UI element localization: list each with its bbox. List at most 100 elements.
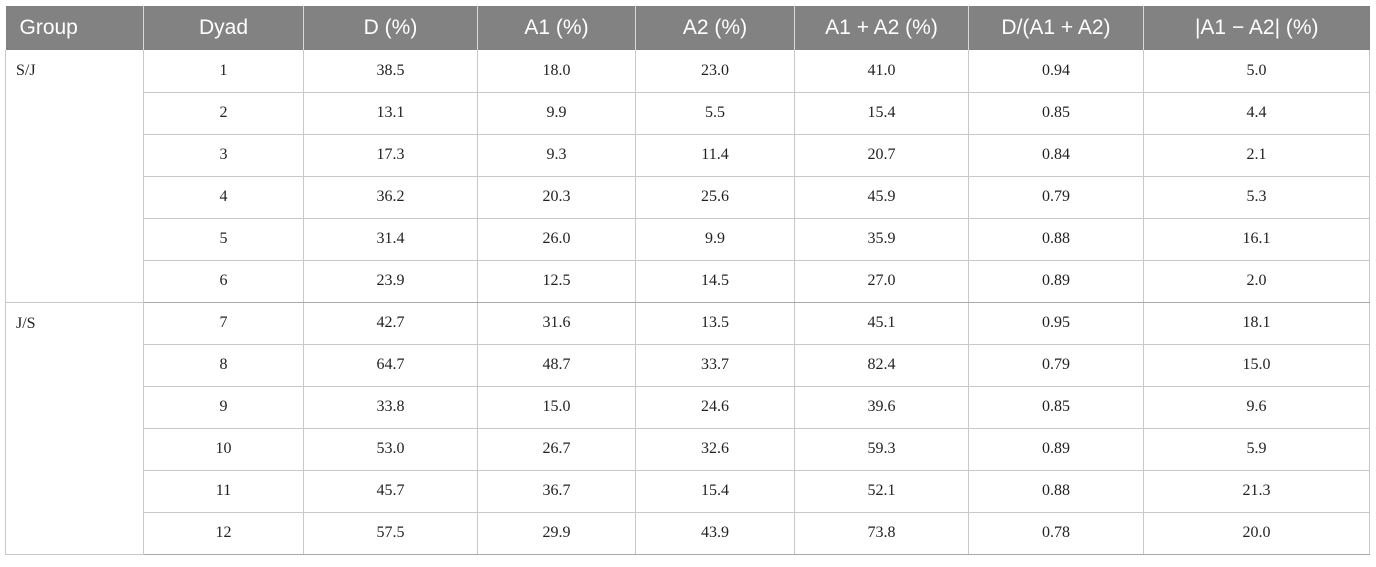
- table-row: 3 17.3 9.3 11.4 20.7 0.84 2.1: [6, 134, 1370, 177]
- cell-d: 45.7: [303, 470, 478, 513]
- cell-d: 53.0: [303, 428, 478, 471]
- cell-abs-diff: 16.1: [1143, 218, 1370, 261]
- cell-a1-plus-a2: 41.0: [794, 50, 969, 93]
- data-table: Group Dyad D (%) A1 (%) A2 (%) A1 + A2 (…: [5, 6, 1370, 555]
- cell-a1-plus-a2: 39.6: [794, 386, 969, 429]
- cell-d-ratio: 0.95: [968, 302, 1144, 345]
- cell-dyad: 1: [143, 50, 304, 93]
- header-group: Group: [5, 6, 144, 50]
- cell-a1: 29.9: [477, 512, 636, 555]
- cell-a1: 9.3: [477, 134, 636, 177]
- table-row: S/J 1 38.5 18.0 23.0 41.0 0.94 5.0: [5, 50, 1370, 303]
- cell-a2: 25.6: [635, 176, 795, 219]
- table-body: S/J 1 38.5 18.0 23.0 41.0 0.94 5.0 2 13.1 9.9 5.5 15…: [5, 50, 1370, 555]
- cell-d: 64.7: [303, 344, 478, 387]
- cell-dyad: 11: [143, 470, 304, 513]
- cell-a1-plus-a2: 20.7: [794, 134, 969, 177]
- group-label: S/J: [5, 50, 144, 303]
- cell-a1: 15.0: [477, 386, 636, 429]
- cell-a1-plus-a2: 15.4: [794, 92, 969, 135]
- cell-dyad: 9: [143, 386, 304, 429]
- table-row: 6 23.9 12.5 14.5 27.0 0.89 2.0: [6, 260, 1370, 303]
- cell-d-ratio: 0.88: [968, 218, 1144, 261]
- cell-a1-plus-a2: 82.4: [794, 344, 969, 387]
- cell-a1: 26.7: [477, 428, 636, 471]
- header-a2: A2 (%): [635, 6, 795, 50]
- cell-a1: 26.0: [477, 218, 636, 261]
- cell-dyad: 4: [143, 176, 304, 219]
- cell-abs-diff: 5.0: [1143, 50, 1370, 93]
- cell-d: 36.2: [303, 176, 478, 219]
- cell-abs-diff: 5.9: [1143, 428, 1370, 471]
- cell-abs-diff: 4.4: [1143, 92, 1370, 135]
- cell-a2: 32.6: [635, 428, 795, 471]
- cell-abs-diff: 2.1: [1143, 134, 1370, 177]
- cell-abs-diff: 15.0: [1143, 344, 1370, 387]
- header-d-ratio: D/(A1 + A2): [968, 6, 1144, 50]
- table-row: 8 64.7 48.7 33.7 82.4 0.79 15.0: [6, 344, 1370, 387]
- cell-a2: 9.9: [635, 218, 795, 261]
- cell-a2: 13.5: [635, 302, 795, 345]
- cell-dyad: 2: [143, 92, 304, 135]
- cell-a1-plus-a2: 27.0: [794, 260, 969, 303]
- cell-a2: 43.9: [635, 512, 795, 555]
- cell-abs-diff: 5.3: [1143, 176, 1370, 219]
- cell-a1-plus-a2: 73.8: [794, 512, 969, 555]
- cell-d-ratio: 0.85: [968, 92, 1144, 135]
- cell-d: 57.5: [303, 512, 478, 555]
- cell-a2: 14.5: [635, 260, 795, 303]
- cell-a1: 9.9: [477, 92, 636, 135]
- cell-dyad: 3: [143, 134, 304, 177]
- cell-d: 31.4: [303, 218, 478, 261]
- table-row: 2 13.1 9.9 5.5 15.4 0.85 4.4: [6, 92, 1370, 135]
- cell-d-ratio: 0.79: [968, 344, 1144, 387]
- cell-a1: 36.7: [477, 470, 636, 513]
- cell-a2: 5.5: [635, 92, 795, 135]
- cell-d: 38.5: [303, 50, 478, 93]
- cell-d: 33.8: [303, 386, 478, 429]
- cell-abs-diff: 21.3: [1143, 470, 1370, 513]
- cell-d: 17.3: [303, 134, 478, 177]
- table-header: Group Dyad D (%) A1 (%) A2 (%) A1 + A2 (…: [5, 6, 1370, 50]
- cell-dyad: 10: [143, 428, 304, 471]
- cell-a1-plus-a2: 35.9: [794, 218, 969, 261]
- cell-d-ratio: 0.85: [968, 386, 1144, 429]
- table-row: 12 57.5 29.9 43.9 73.8 0.78 20.0: [6, 512, 1370, 555]
- cell-d-ratio: 0.89: [968, 428, 1144, 471]
- header-a1-plus-a2: A1 + A2 (%): [794, 6, 969, 50]
- cell-a1: 12.5: [477, 260, 636, 303]
- cell-dyad: 12: [143, 512, 304, 555]
- header-row: Group Dyad D (%) A1 (%) A2 (%) A1 + A2 (…: [5, 6, 1370, 50]
- cell-d-ratio: 0.78: [968, 512, 1144, 555]
- header-a1: A1 (%): [477, 6, 636, 50]
- table-row: 11 45.7 36.7 15.4 52.1 0.88 21.3: [6, 470, 1370, 513]
- cell-d-ratio: 0.84: [968, 134, 1144, 177]
- cell-abs-diff: 20.0: [1143, 512, 1370, 555]
- cell-a1: 31.6: [477, 302, 636, 345]
- cell-a2: 23.0: [635, 50, 795, 93]
- cell-a2: 11.4: [635, 134, 795, 177]
- cell-a1-plus-a2: 52.1: [794, 470, 969, 513]
- cell-a1: 20.3: [477, 176, 636, 219]
- cell-dyad: 5: [143, 218, 304, 261]
- cell-a1-plus-a2: 59.3: [794, 428, 969, 471]
- table-row: 9 33.8 15.0 24.6 39.6 0.85 9.6: [6, 386, 1370, 429]
- cell-a2: 24.6: [635, 386, 795, 429]
- cell-a1-plus-a2: 45.9: [794, 176, 969, 219]
- cell-a1: 18.0: [477, 50, 636, 93]
- header-d: D (%): [303, 6, 478, 50]
- cell-dyad: 7: [143, 302, 304, 345]
- group-label: J/S: [5, 302, 144, 555]
- cell-a1: 48.7: [477, 344, 636, 387]
- header-abs-diff: |A1 − A2| (%): [1143, 6, 1370, 50]
- table-row: J/S 7 42.7 31.6 13.5 45.1 0.95 18.1: [5, 302, 1370, 555]
- table-row: 5 31.4 26.0 9.9 35.9 0.88 16.1: [6, 218, 1370, 261]
- cell-abs-diff: 2.0: [1143, 260, 1370, 303]
- cell-a2: 33.7: [635, 344, 795, 387]
- table-row: 10 53.0 26.7 32.6 59.3 0.89 5.9: [6, 428, 1370, 471]
- cell-abs-diff: 18.1: [1143, 302, 1370, 345]
- cell-a1-plus-a2: 45.1: [794, 302, 969, 345]
- cell-d: 42.7: [303, 302, 478, 345]
- cell-d-ratio: 0.89: [968, 260, 1144, 303]
- cell-a2: 15.4: [635, 470, 795, 513]
